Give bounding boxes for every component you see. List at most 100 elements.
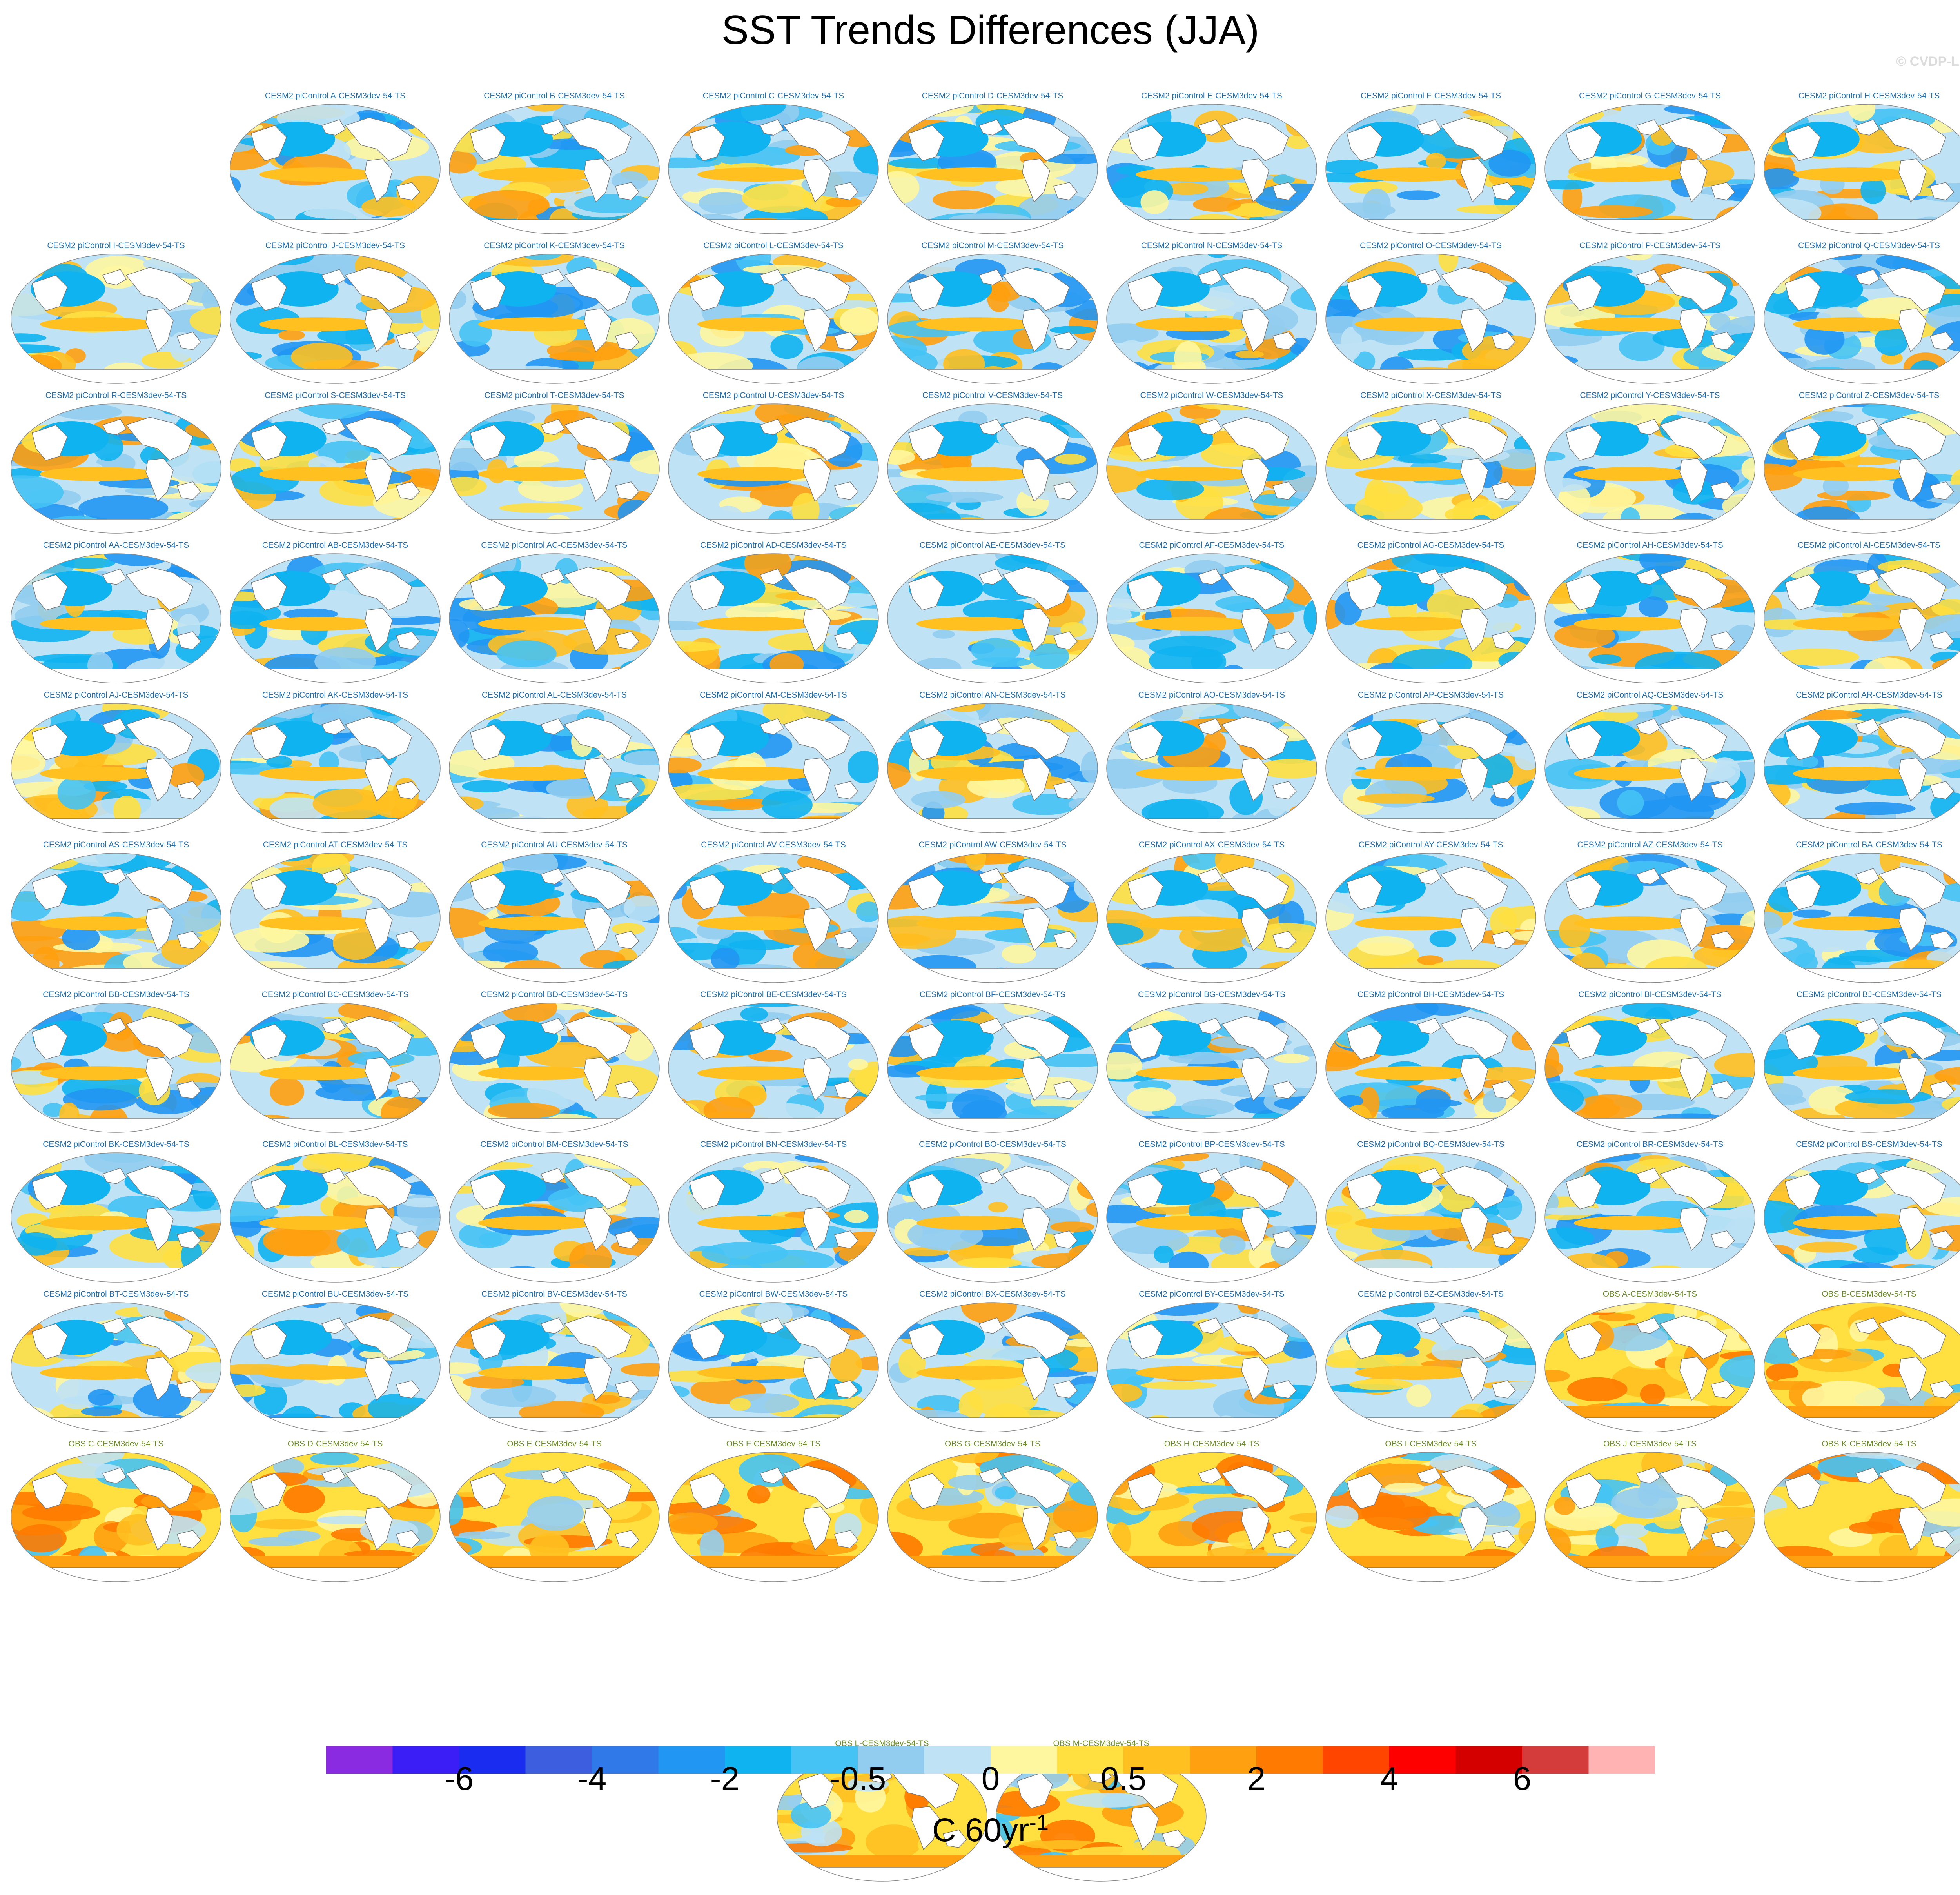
panel-title: CESM2 piControl BS-CESM3dev-54-TS bbox=[1796, 1140, 1942, 1149]
sst-trend-map bbox=[887, 553, 1098, 683]
panel-title: OBS L-CESM3dev-54-TS bbox=[835, 1739, 929, 1748]
map-outline bbox=[1544, 1452, 1755, 1582]
sst-trend-map bbox=[1544, 1003, 1755, 1133]
panel-title: CESM2 piControl BB-CESM3dev-54-TS bbox=[43, 990, 189, 999]
colorbar-swatch bbox=[658, 1746, 725, 1774]
sst-field bbox=[1107, 554, 1317, 683]
panel-title: OBS A-CESM3dev-54-TS bbox=[1602, 1290, 1697, 1299]
model-panel: CESM2 piControl BG-CESM3dev-54-TS bbox=[1104, 990, 1319, 1135]
sst-trend-map bbox=[1106, 1003, 1317, 1133]
sst-field bbox=[887, 1003, 1098, 1132]
panel-title: CESM2 piControl AH-CESM3dev-54-TS bbox=[1577, 541, 1723, 550]
map-outline bbox=[1325, 1152, 1536, 1283]
panel-title: CESM2 piControl AI-CESM3dev-54-TS bbox=[1797, 541, 1941, 550]
model-panel: CESM2 piControl BS-CESM3dev-54-TS bbox=[1762, 1139, 1960, 1285]
sst-trend-map bbox=[230, 1302, 441, 1432]
sst-trend-map bbox=[1764, 403, 1960, 534]
panel-title: CESM2 piControl AR-CESM3dev-54-TS bbox=[1796, 690, 1942, 699]
sst-field bbox=[1764, 1303, 1960, 1432]
map-outline bbox=[668, 1152, 879, 1283]
sst-field bbox=[668, 1303, 878, 1432]
sst-field bbox=[668, 1153, 878, 1282]
sst-trend-map bbox=[1106, 403, 1317, 534]
model-panel: CESM2 piControl G-CESM3dev-54-TS bbox=[1543, 91, 1757, 236]
panel-title: CESM2 piControl AP-CESM3dev-54-TS bbox=[1357, 690, 1504, 699]
model-panel: CESM2 piControl AF-CESM3dev-54-TS bbox=[1104, 540, 1319, 685]
sst-trend-map bbox=[887, 254, 1098, 384]
sst-trend-map bbox=[1106, 1152, 1317, 1283]
obs-panel: OBS B-CESM3dev-54-TS bbox=[1762, 1289, 1960, 1434]
sst-field bbox=[449, 1153, 659, 1282]
model-panel: CESM2 piControl F-CESM3dev-54-TS bbox=[1323, 91, 1538, 236]
colorbar-swatch bbox=[592, 1746, 659, 1774]
model-panel: CESM2 piControl BJ-CESM3dev-54-TS bbox=[1762, 990, 1960, 1135]
model-panel: CESM2 piControl AV-CESM3dev-54-TS bbox=[666, 840, 881, 985]
map-outline bbox=[1325, 853, 1536, 983]
sst-trend-map bbox=[887, 703, 1098, 833]
map-outline bbox=[1106, 853, 1317, 983]
map-outline bbox=[1764, 853, 1960, 983]
model-panel: CESM2 piControl Q-CESM3dev-54-TS bbox=[1762, 241, 1960, 386]
sst-field bbox=[887, 853, 1098, 983]
model-panel: CESM2 piControl AO-CESM3dev-54-TS bbox=[1104, 690, 1319, 835]
colorbar-tick-label: 2 bbox=[1247, 1760, 1266, 1797]
colorbar-swatch bbox=[1588, 1746, 1655, 1774]
sst-trend-map bbox=[230, 553, 441, 683]
map-outline bbox=[1544, 254, 1755, 384]
sst-trend-map bbox=[1764, 1003, 1960, 1133]
sst-trend-map bbox=[11, 553, 221, 683]
sst-trend-map bbox=[1325, 703, 1536, 833]
sst-trend-map bbox=[11, 703, 221, 833]
model-panel: CESM2 piControl Y-CESM3dev-54-TS bbox=[1543, 391, 1757, 536]
sst-trend-map bbox=[1325, 254, 1536, 384]
sst-field bbox=[1326, 1003, 1536, 1132]
sst-trend-map bbox=[668, 1152, 879, 1283]
map-outline bbox=[1764, 403, 1960, 534]
sst-field bbox=[449, 1452, 659, 1582]
obs-panel: OBS F-CESM3dev-54-TS bbox=[666, 1439, 881, 1584]
map-outline bbox=[11, 1302, 221, 1432]
map-outline bbox=[1106, 104, 1317, 234]
sst-trend-map bbox=[449, 403, 660, 534]
model-panel: CESM2 piControl BU-CESM3dev-54-TS bbox=[228, 1289, 443, 1434]
colorbar-swatch bbox=[991, 1746, 1057, 1774]
model-panel: CESM2 piControl BH-CESM3dev-54-TS bbox=[1323, 990, 1538, 1135]
map-outline bbox=[668, 254, 879, 384]
panel-title: CESM2 piControl H-CESM3dev-54-TS bbox=[1798, 91, 1940, 100]
colorbar-swatch bbox=[525, 1746, 592, 1774]
map-outline bbox=[1325, 553, 1536, 683]
panel-title: CESM2 piControl BX-CESM3dev-54-TS bbox=[919, 1290, 1066, 1299]
map-outline bbox=[230, 1003, 441, 1133]
model-panel: CESM2 piControl AQ-CESM3dev-54-TS bbox=[1543, 690, 1757, 835]
panel-title: CESM2 piControl T-CESM3dev-54-TS bbox=[484, 391, 624, 400]
sst-trend-map bbox=[668, 553, 879, 683]
sst-trend-map bbox=[230, 1452, 441, 1582]
panel-title: CESM2 piControl AZ-CESM3dev-54-TS bbox=[1577, 840, 1723, 849]
panel-title: CESM2 piControl BK-CESM3dev-54-TS bbox=[43, 1140, 189, 1149]
sst-field bbox=[1764, 254, 1960, 383]
model-panel: CESM2 piControl BZ-CESM3dev-54-TS bbox=[1323, 1289, 1538, 1434]
sst-field bbox=[230, 1003, 440, 1132]
sst-trend-map bbox=[1764, 1452, 1960, 1582]
sst-field bbox=[230, 703, 440, 833]
sst-field bbox=[1107, 1003, 1317, 1132]
colorbar-tick-label: 0 bbox=[981, 1760, 1000, 1797]
sst-trend-map bbox=[668, 104, 879, 234]
sst-trend-map bbox=[1106, 703, 1317, 833]
sst-field bbox=[230, 254, 440, 383]
map-outline bbox=[1544, 403, 1755, 534]
panel-title: CESM2 piControl Q-CESM3dev-54-TS bbox=[1798, 241, 1940, 250]
sst-field bbox=[11, 1153, 221, 1282]
sst-trend-map bbox=[449, 254, 660, 384]
panel-title: CESM2 piControl AW-CESM3dev-54-TS bbox=[918, 840, 1067, 849]
sst-field bbox=[1107, 1153, 1317, 1282]
map-outline bbox=[449, 254, 660, 384]
panel-title: OBS B-CESM3dev-54-TS bbox=[1822, 1290, 1916, 1299]
model-panel: CESM2 piControl BD-CESM3dev-54-TS bbox=[447, 990, 662, 1135]
sst-trend-map bbox=[1325, 1003, 1536, 1133]
model-panel: CESM2 piControl AT-CESM3dev-54-TS bbox=[228, 840, 443, 985]
model-panel: CESM2 piControl BT-CESM3dev-54-TS bbox=[9, 1289, 223, 1434]
map-outline bbox=[1106, 703, 1317, 833]
map-outline bbox=[887, 1152, 1098, 1283]
panel-title: CESM2 piControl AF-CESM3dev-54-TS bbox=[1139, 541, 1285, 550]
